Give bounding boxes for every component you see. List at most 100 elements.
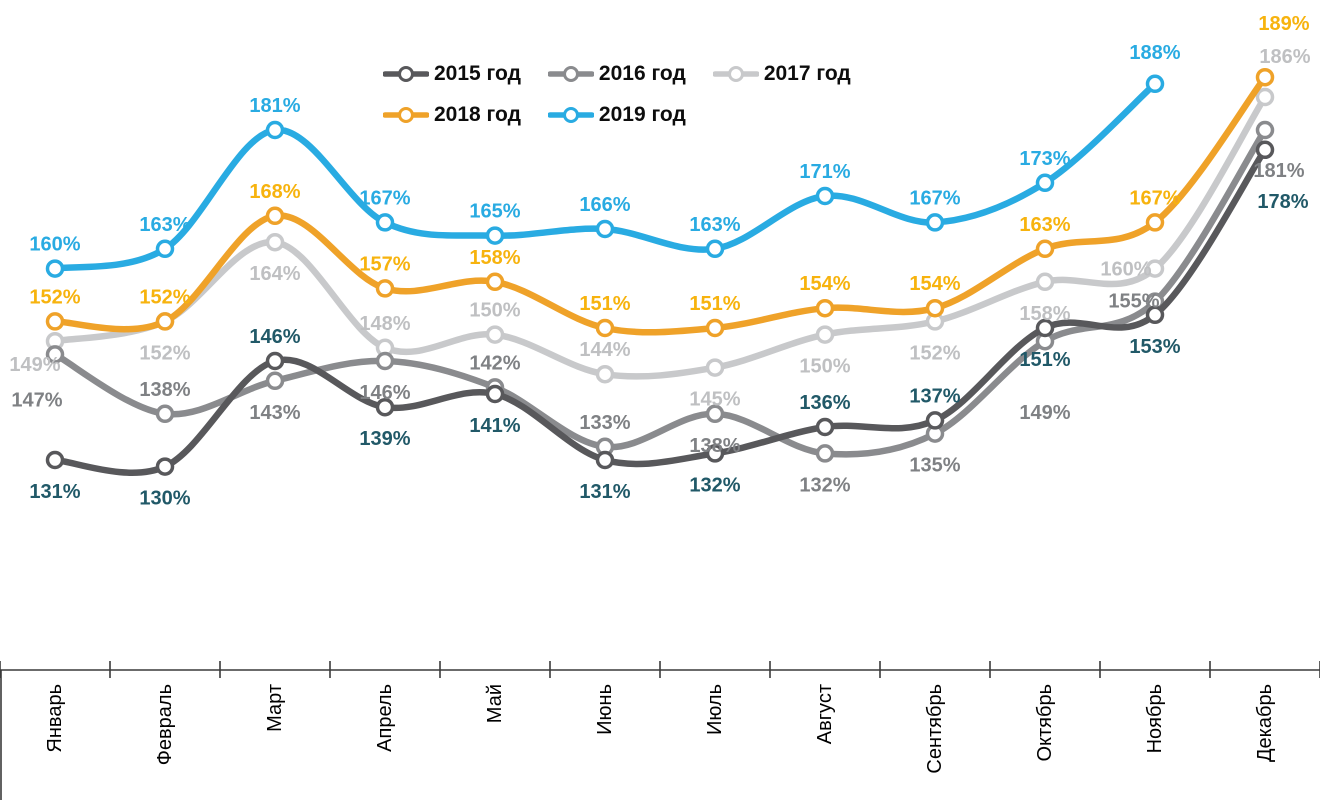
- legend-label: 2018 год: [434, 103, 521, 126]
- series-marker-2018 год: [375, 279, 395, 298]
- series-marker-2019 год: [375, 213, 395, 232]
- data-label-2019 год: 165%: [469, 201, 520, 223]
- month-label: Октябрь: [1034, 684, 1056, 762]
- data-label-2015 год: 153%: [1129, 336, 1180, 358]
- data-label-2019 год: 181%: [249, 95, 300, 117]
- data-label-2016 год: 142%: [469, 352, 520, 374]
- data-label-2017 год: 158%: [1019, 303, 1070, 325]
- series-marker-2015 год: [265, 351, 285, 371]
- series-marker-2015 год: [375, 397, 395, 417]
- series-marker-2018 год: [265, 206, 285, 226]
- series-marker-2018 год: [1035, 239, 1055, 259]
- data-label-2016 год: 155%: [1108, 291, 1159, 313]
- series-marker-2019 год: [45, 259, 65, 278]
- data-label-2019 год: 173%: [1019, 148, 1070, 170]
- data-label-2016 год: 146%: [359, 382, 410, 404]
- legend-item-2017: 2017 год: [712, 62, 851, 86]
- series-marker-2015 год: [45, 450, 65, 470]
- legend-line-marker-icon: [712, 65, 759, 83]
- month-label: Август: [814, 684, 836, 744]
- month-label: Сентябрь: [924, 684, 946, 774]
- series-marker-2016 год: [45, 345, 65, 364]
- data-label-2019 год: 167%: [359, 187, 410, 209]
- data-label-2016 год: 138%: [689, 435, 740, 457]
- data-label-2017 год: 160%: [1100, 259, 1151, 281]
- series-line-2017 год: [51, 93, 1269, 380]
- series-marker-2019 год: [485, 226, 505, 245]
- series-marker-2015 год: [155, 457, 175, 476]
- data-label-2015 год: 136%: [799, 392, 850, 414]
- series-marker-2019 год: [1145, 74, 1165, 94]
- series-marker-2018 год: [155, 312, 175, 331]
- legend: 2015 год 2016 год 2017 год 2018 год: [383, 62, 851, 144]
- data-label-2016 год: 135%: [909, 455, 960, 477]
- series-marker-2018 год: [1255, 67, 1275, 87]
- legend-item-2016: 2016 год: [547, 62, 686, 86]
- month-label: Апрель: [374, 684, 396, 752]
- data-label-2017 год: 150%: [799, 356, 850, 378]
- data-label-2019 год: 163%: [689, 214, 740, 236]
- series-marker-2017 год: [485, 325, 505, 344]
- data-label-2018 год: 157%: [359, 253, 410, 275]
- data-label-2018 год: 189%: [1258, 13, 1309, 35]
- data-label-2016 год: 149%: [1019, 402, 1070, 424]
- data-label-2019 год: 163%: [139, 214, 190, 236]
- data-label-2015 год: 131%: [579, 481, 630, 503]
- series-marker-2018 год: [1145, 213, 1165, 232]
- data-label-2018 год: 154%: [799, 273, 850, 295]
- data-label-2015 год: 130%: [139, 488, 190, 510]
- series-marker-2017 год: [1035, 272, 1055, 292]
- series-marker-2017 год: [815, 325, 835, 344]
- data-label-2017 год: 148%: [359, 313, 410, 335]
- data-label-2016 год: 181%: [1253, 160, 1304, 182]
- data-label-2015 год: 137%: [909, 385, 960, 407]
- data-label-2015 год: 146%: [249, 326, 300, 348]
- series-marker-2019 год: [925, 213, 945, 232]
- data-label-2016 год: 133%: [579, 412, 630, 434]
- series-marker-2015 год: [1035, 318, 1055, 338]
- series-line-2016 год: [51, 126, 1269, 458]
- data-label-2018 год: 151%: [579, 293, 630, 315]
- data-label-2015 год: 141%: [469, 415, 520, 437]
- legend-item-2019: 2019 год: [547, 103, 686, 127]
- series-marker-2018 год: [705, 318, 725, 338]
- legend-line-marker-icon: [383, 65, 429, 83]
- data-label-2017 год: 186%: [1259, 46, 1310, 68]
- data-label-2015 год: 132%: [689, 474, 740, 496]
- series-marker-2016 год: [375, 351, 395, 371]
- series-line-2015 год: [51, 146, 1269, 476]
- data-label-2015 год: 151%: [1019, 349, 1070, 371]
- series-marker-2019 год: [1035, 173, 1055, 193]
- data-label-2016 год: 138%: [139, 379, 190, 401]
- series-line-2018 год: [51, 73, 1269, 336]
- series-marker-2019 год: [265, 120, 285, 140]
- data-label-2017 год: 150%: [469, 300, 520, 322]
- month-label: Январь: [44, 684, 66, 753]
- legend-label: 2015 год: [434, 62, 521, 85]
- data-label-2018 год: 158%: [469, 247, 520, 269]
- month-label: Декабрь: [1254, 684, 1276, 762]
- series-marker-2019 год: [815, 186, 835, 206]
- series-marker-2018 год: [815, 298, 835, 318]
- data-label-2018 год: 163%: [1019, 214, 1070, 236]
- data-label-2018 год: 154%: [909, 273, 960, 295]
- data-label-2019 год: 188%: [1129, 42, 1180, 64]
- series-marker-2016 год: [705, 404, 725, 424]
- series-marker-2019 год: [155, 239, 175, 259]
- data-label-2017 год: 149%: [9, 354, 60, 376]
- month-label: Май: [484, 684, 506, 723]
- data-label-2018 год: 168%: [249, 181, 300, 203]
- data-label-2017 год: 144%: [579, 339, 630, 361]
- series-marker-2019 год: [705, 239, 725, 259]
- series-marker-2015 год: [705, 444, 725, 463]
- series-marker-2018 год: [595, 318, 615, 338]
- month-label: Февраль: [154, 684, 176, 765]
- series-marker-2015 год: [485, 384, 505, 404]
- series-marker-2017 год: [1145, 259, 1165, 278]
- series-marker-2015 год: [1145, 305, 1165, 325]
- series-marker-2019 год: [595, 219, 615, 239]
- data-label-2019 год: 171%: [799, 161, 850, 183]
- month-label: Июль: [704, 684, 726, 735]
